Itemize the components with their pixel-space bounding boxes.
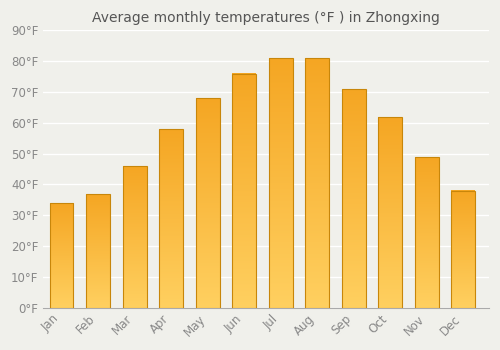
Bar bbox=[196, 98, 220, 308]
Bar bbox=[452, 191, 475, 308]
Bar bbox=[415, 157, 438, 308]
Bar bbox=[269, 58, 292, 308]
Bar bbox=[306, 58, 329, 308]
Bar bbox=[378, 117, 402, 308]
Bar bbox=[86, 194, 110, 308]
Bar bbox=[123, 166, 146, 308]
Bar bbox=[160, 129, 183, 308]
Bar bbox=[50, 203, 74, 308]
Bar bbox=[232, 74, 256, 308]
Bar bbox=[342, 89, 365, 308]
Title: Average monthly temperatures (°F ) in Zhongxing: Average monthly temperatures (°F ) in Zh… bbox=[92, 11, 440, 25]
